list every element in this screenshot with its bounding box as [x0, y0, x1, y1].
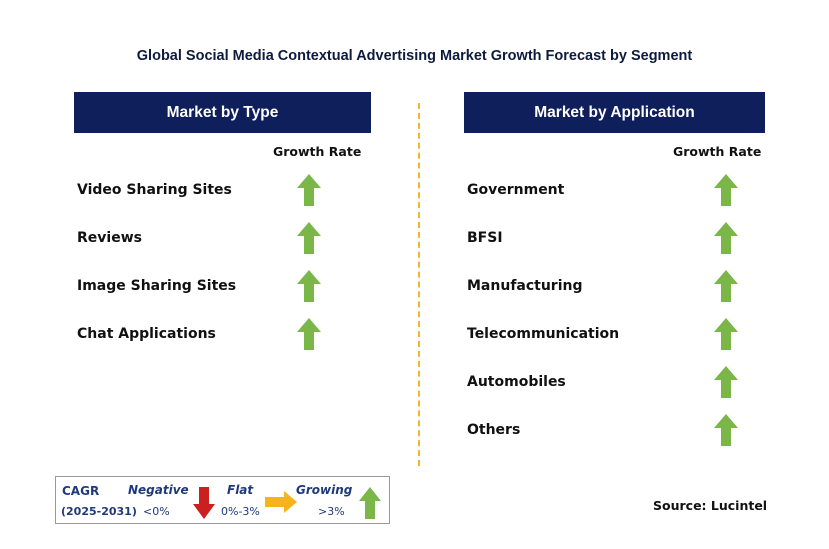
legend-growing-range: >3% [318, 505, 345, 518]
panel-divider [418, 103, 420, 466]
legend-flat-range: 0%-3% [221, 505, 260, 518]
market-by-type-item-label: Reviews [77, 230, 142, 246]
legend-cagr-label: CAGR [62, 484, 100, 498]
legend-growing-label: Growing [296, 483, 353, 497]
market-by-application-item-label: BFSI [467, 230, 503, 246]
green-up-arrow-icon [714, 174, 738, 206]
green-up-arrow-icon [297, 174, 321, 206]
green-up-arrow-icon [714, 270, 738, 302]
left-growth-rate-label: Growth Rate [273, 144, 362, 159]
market-by-application-header: Market by Application [464, 92, 765, 133]
market-by-type-item-label: Chat Applications [77, 326, 216, 342]
green-up-arrow-icon [714, 318, 738, 350]
chart-title: Global Social Media Contextual Advertisi… [136, 48, 693, 64]
market-by-type-item-label: Video Sharing Sites [77, 182, 232, 198]
legend-negative-range: <0% [143, 505, 170, 518]
legend-period: (2025-2031) [61, 505, 137, 518]
right-growth-rate-label: Growth Rate [673, 144, 762, 159]
orange-right-arrow-icon [265, 491, 297, 513]
market-by-type-item-label: Image Sharing Sites [77, 278, 237, 294]
legend-flat-label: Flat [227, 483, 254, 497]
market-by-application-item-label: Government [467, 182, 565, 198]
red-down-arrow-icon [193, 487, 215, 519]
green-up-arrow-icon [297, 318, 321, 350]
market-by-application-item-label: Automobiles [467, 374, 566, 390]
green-up-arrow-icon [297, 270, 321, 302]
source-note: Source: Lucintel [653, 498, 768, 513]
green-up-arrow-icon [297, 222, 321, 254]
market-by-application-item-label: Telecommunication [467, 326, 620, 342]
green-up-arrow-icon [359, 487, 381, 519]
cagr-legend: CAGR (2025-2031) Negative <0% Flat 0%-3%… [55, 476, 390, 524]
market-by-type-header: Market by Type [74, 92, 371, 133]
green-up-arrow-icon [714, 414, 738, 446]
market-by-application-item-label: Others [467, 422, 521, 438]
legend-negative-label: Negative [128, 483, 189, 497]
green-up-arrow-icon [714, 222, 738, 254]
green-up-arrow-icon [714, 366, 738, 398]
market-by-application-item-label: Manufacturing [467, 278, 583, 294]
